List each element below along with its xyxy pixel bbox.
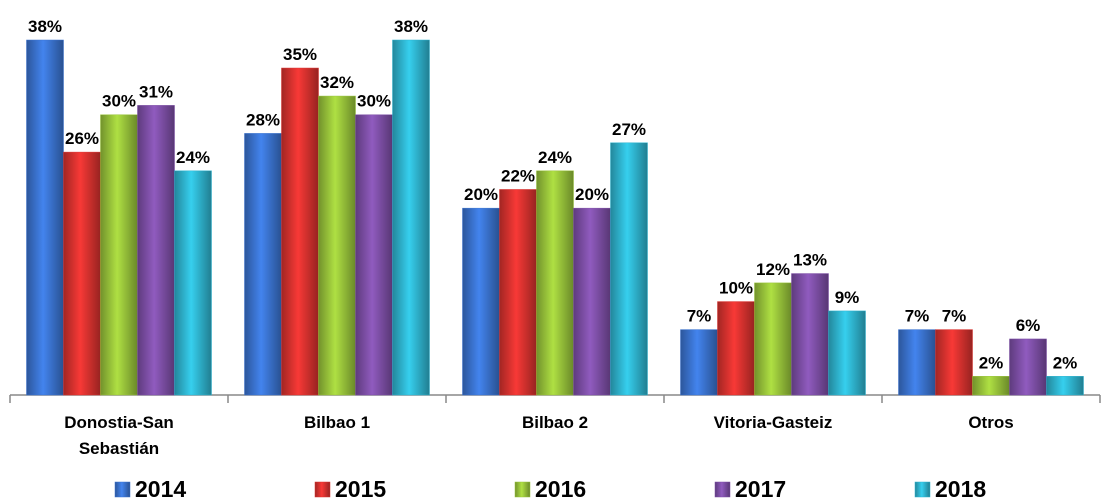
bar (244, 133, 282, 396)
legend-label: 2018 (935, 476, 986, 502)
data-label: 24% (538, 148, 572, 167)
data-label: 24% (176, 148, 210, 167)
x-tick-label: Otros (968, 413, 1014, 432)
data-label: 38% (28, 17, 62, 36)
bar (281, 67, 319, 396)
bar (174, 170, 212, 396)
data-label: 26% (65, 129, 99, 148)
legend-swatch (514, 481, 531, 498)
bar (935, 329, 973, 396)
bar (536, 170, 574, 396)
data-label: 9% (835, 288, 860, 307)
bar (791, 273, 829, 396)
data-label: 13% (793, 251, 827, 270)
bar (754, 282, 792, 396)
legend-swatch (714, 481, 731, 498)
data-label: 10% (719, 279, 753, 298)
legend-swatch (314, 481, 331, 498)
data-label: 7% (942, 307, 967, 326)
data-label: 20% (575, 185, 609, 204)
data-label: 35% (283, 45, 317, 64)
bar (63, 151, 101, 396)
data-label: 27% (612, 120, 646, 139)
data-label: 22% (501, 166, 535, 185)
bar (462, 207, 500, 396)
data-label: 6% (1016, 316, 1041, 335)
data-label: 28% (246, 110, 280, 129)
bar (573, 207, 611, 396)
bar (898, 329, 936, 396)
data-label: 38% (394, 17, 428, 36)
data-label: 30% (102, 92, 136, 111)
bar (137, 105, 175, 396)
bar (355, 114, 393, 396)
legend-swatch (914, 481, 931, 498)
bar (392, 39, 430, 396)
data-label: 20% (464, 185, 498, 204)
data-label: 32% (320, 73, 354, 92)
x-tick-label: Vitoria-Gasteiz (713, 413, 833, 432)
legend-label: 2015 (335, 476, 386, 502)
bar (680, 329, 718, 396)
legend-label: 2014 (135, 476, 186, 502)
bar (100, 114, 138, 396)
bar (499, 189, 537, 396)
legend-swatch (114, 481, 131, 498)
data-label: 31% (139, 82, 173, 101)
data-label: 7% (687, 307, 712, 326)
bar (1009, 338, 1047, 396)
bar (717, 301, 755, 396)
data-label: 30% (357, 92, 391, 111)
data-label: 12% (756, 260, 790, 279)
bar (1046, 376, 1084, 396)
data-label: 2% (1053, 353, 1078, 372)
bar (610, 142, 648, 396)
bar (318, 95, 356, 396)
legend-label: 2016 (535, 476, 586, 502)
x-tick-label: Bilbao 2 (521, 413, 589, 432)
legend-label: 2017 (735, 476, 786, 502)
bar (828, 310, 866, 396)
bar (972, 376, 1010, 396)
data-label: 2% (979, 353, 1004, 372)
bar (26, 39, 64, 396)
x-tick-label: Bilbao 1 (303, 413, 371, 432)
x-tick-label: Donostia-San Sebastián (64, 413, 174, 458)
data-label: 7% (905, 307, 930, 326)
